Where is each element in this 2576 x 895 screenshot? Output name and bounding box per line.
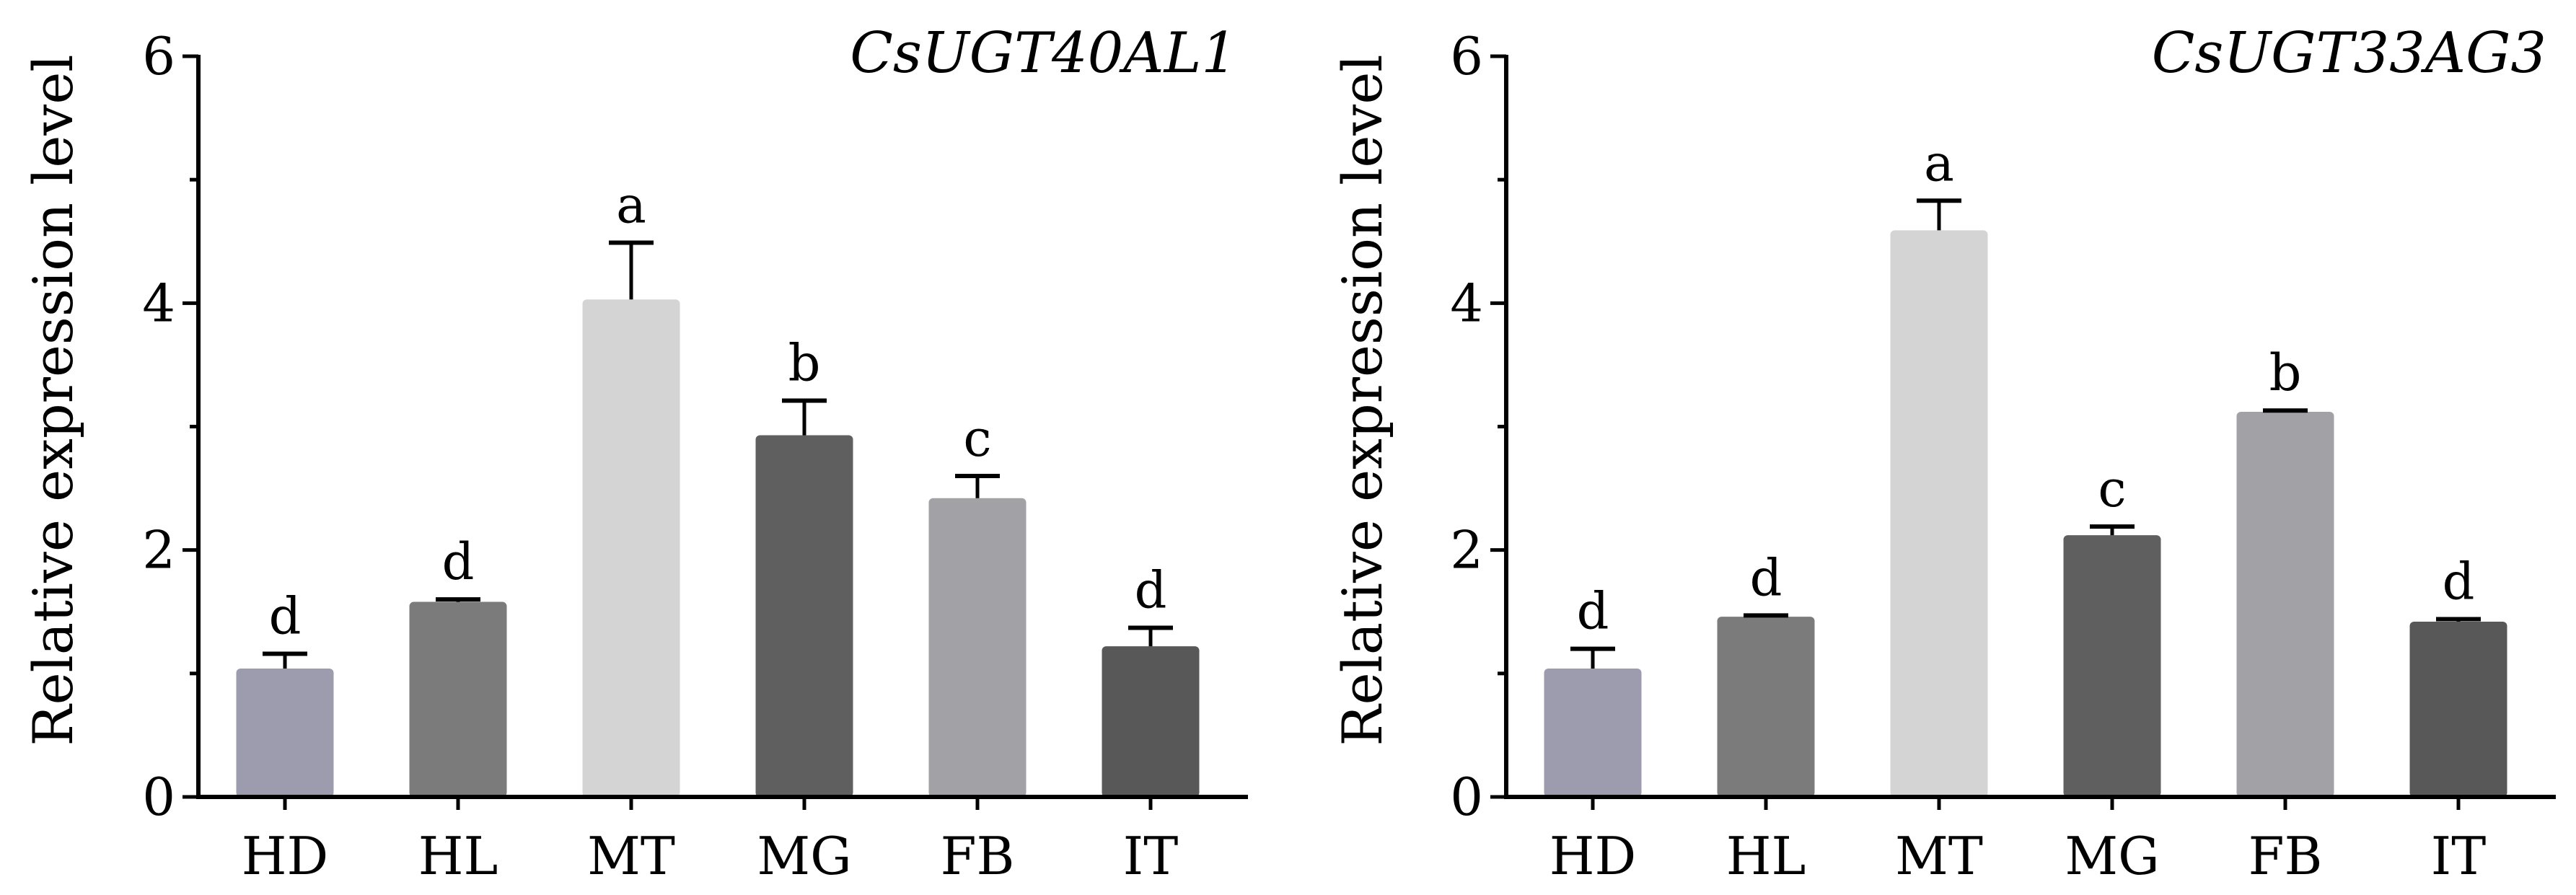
y-tick-label: 4 [1450,273,1483,333]
y-axis-label: Relative expression level [1330,54,1394,746]
bar-fb [2236,411,2334,797]
significance-letter-hd: d [269,586,302,645]
x-tick-label-mg: MG [757,826,851,886]
bar-it [1102,646,1200,797]
chart-panel-right: Relative expression level CsUGT33AG3 d d a… [1330,21,2556,886]
x-tick-label-mt: MT [587,826,675,886]
chart-title: CsUGT33AG3 [2152,21,2546,86]
bar-hl [1717,617,1815,797]
significance-letter-hl: d [442,532,475,591]
bars-group: d d a c b d [1544,133,2507,798]
bar-hd [1544,668,1642,797]
significance-letter-it: d [2443,552,2475,612]
x-tick-label-mg: MG [2065,826,2159,886]
x-tick-label-hl: HL [1726,826,1806,886]
x-tick-label-hd: HD [242,826,329,886]
x-tick-label-it: IT [1123,826,1178,886]
bar-hd [236,668,334,797]
significance-letter-mt: a [1924,133,1954,193]
x-tick-label-hd: HD [1549,826,1637,886]
bar-mg [755,435,853,797]
significance-letter-mt: a [616,175,646,234]
x-tick-label-fb: FB [2248,826,2323,886]
y-tick-label: 6 [1450,26,1483,87]
y-tick-label: 4 [142,273,175,333]
chart-title: CsUGT40AL1 [850,21,1237,86]
chart-panel-left: Relative expression level CsUGT40AL1 d d a… [21,21,1248,886]
bar-mg [2063,535,2161,797]
bar-hl [409,601,507,797]
significance-letter-it: d [1135,561,1167,620]
significance-letter-mg: b [788,334,821,393]
significance-letter-mg: c [2098,459,2126,519]
bar-it [2409,621,2507,797]
bar-mt [582,299,680,797]
bar-fb [928,498,1027,797]
y-tick-label: 0 [1450,767,1483,827]
axes-group: HD HL MT MG FB IT 0 2 4 6 [1450,26,2556,886]
significance-letter-hd: d [1577,582,1609,641]
x-tick-label-fb: FB [941,826,1015,886]
x-tick-label-it: IT [2431,826,2486,886]
x-tick-label-mt: MT [1895,826,1983,886]
y-tick-label: 6 [142,26,175,87]
y-tick-label: 2 [1450,520,1483,581]
bars-group: d d a b c d [236,175,1200,797]
y-tick-label: 2 [142,520,175,581]
significance-letter-hl: d [1750,548,1782,607]
y-tick-label: 0 [142,767,175,827]
significance-letter-fb: b [2269,343,2302,402]
significance-letter-fb: c [963,409,991,468]
y-axis-label: Relative expression level [21,54,85,746]
x-tick-label-hl: HL [418,826,498,886]
bar-mt [1890,230,1988,798]
axes-group: HD HL MT MG FB IT 0 2 4 6 [142,26,1248,886]
